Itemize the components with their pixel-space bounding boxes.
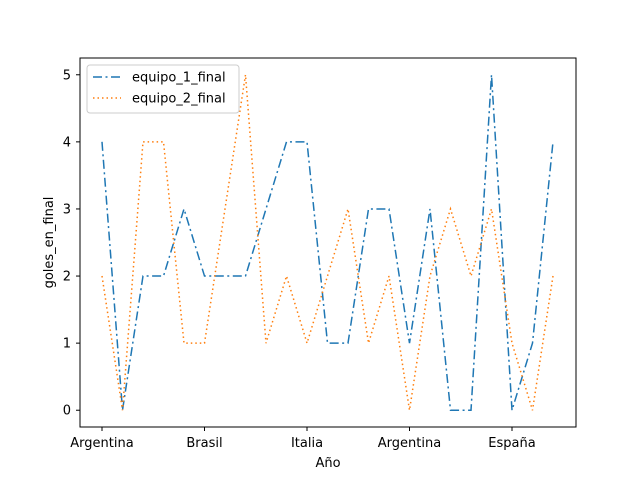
x-tick-label: Italia <box>291 436 323 451</box>
plot-lines <box>101 74 554 411</box>
y-tick-label: 5 <box>63 68 71 83</box>
y-tick-label: 3 <box>63 202 71 217</box>
y-axis-label: goles_en_final <box>42 197 57 289</box>
legend: equipo_1_final equipo_2_final <box>86 64 240 114</box>
y-tick-label: 2 <box>63 270 71 285</box>
x-axis-label: Año <box>315 456 340 471</box>
y-tick-label: 0 <box>63 404 71 419</box>
y-tick-label: 1 <box>63 337 71 352</box>
legend-box <box>86 64 240 114</box>
plot-frame <box>79 57 577 428</box>
series-line-1 <box>101 74 554 411</box>
x-tick-label: Argentina <box>70 436 133 451</box>
y-axis: 0 1 2 3 4 5 <box>63 68 80 419</box>
legend-label-equipo-2: equipo_2_final <box>132 92 226 107</box>
series-line-2 <box>101 74 554 411</box>
x-tick-label: España <box>488 436 535 451</box>
x-tick-label: Brasil <box>186 436 222 451</box>
x-tick-label: Argentina <box>378 436 441 451</box>
y-tick-label: 4 <box>63 135 71 150</box>
x-axis: Argentina Brasil Italia Argentina España <box>70 427 536 451</box>
legend-label-equipo-1: equipo_1_final <box>132 71 226 86</box>
